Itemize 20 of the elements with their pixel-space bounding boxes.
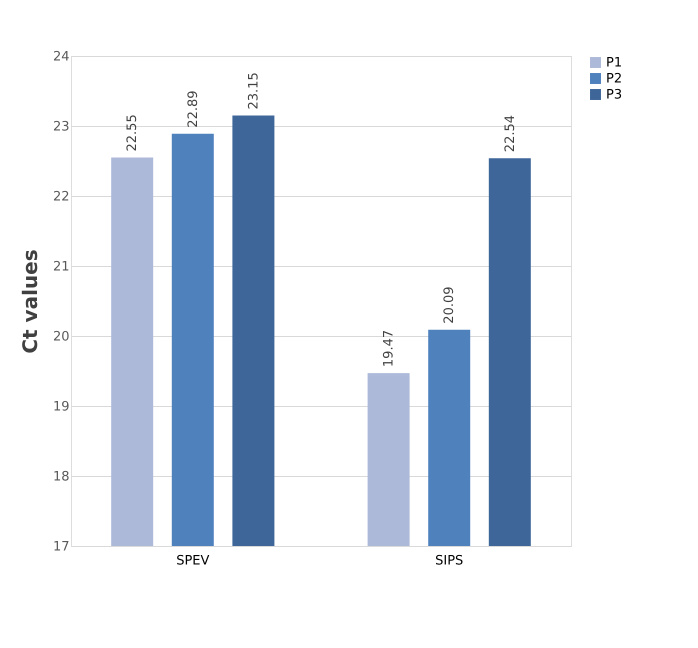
- y-tick-label: 17: [52, 540, 70, 554]
- data-label: 22.54: [502, 114, 518, 152]
- y-tick-label: 24: [52, 50, 70, 64]
- data-label: 22.89: [186, 90, 201, 128]
- x-tick-label: SPEV: [176, 554, 210, 568]
- legend-label: P3: [606, 88, 622, 102]
- y-tick-label: 22: [52, 190, 70, 204]
- data-label: 19.47: [382, 330, 397, 368]
- y-axis-title: Ct values: [18, 249, 42, 354]
- legend-label: P2: [606, 72, 622, 86]
- y-tick-label: 20: [52, 330, 70, 344]
- y-tick-label: 18: [52, 470, 70, 484]
- y-tick-label: 19: [52, 400, 70, 414]
- y-tick-label: 21: [52, 260, 70, 274]
- x-tick-label: SIPS: [435, 554, 464, 568]
- data-label: 22.55: [125, 114, 140, 152]
- y-tick-label: 23: [52, 120, 70, 134]
- legend-label: P1: [606, 56, 622, 70]
- data-label: 20.09: [442, 286, 458, 324]
- data-label: 23.15: [246, 72, 262, 110]
